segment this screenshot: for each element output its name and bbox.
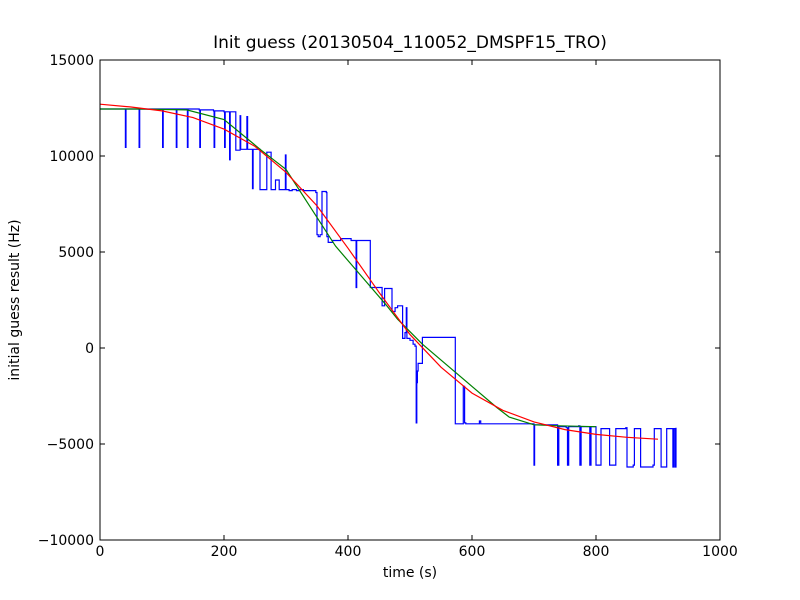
x-tick-label: 200 (211, 544, 238, 560)
y-tick-label: −5000 (47, 437, 94, 453)
x-axis-label: time (s) (383, 565, 437, 581)
y-tick-label: −10000 (38, 533, 94, 549)
y-tick-label: 10000 (49, 149, 94, 165)
x-tick-label: 1000 (702, 544, 738, 560)
series-line-2 (100, 108, 597, 428)
x-tick-label: 400 (335, 544, 362, 560)
axes-frame (99, 59, 721, 541)
y-axis-label: initial guess result (Hz) (7, 219, 23, 380)
x-tick-label: 0 (96, 544, 105, 560)
x-tick-label: 600 (459, 544, 486, 560)
y-tick-label: 15000 (49, 53, 94, 69)
y-tick-label: 5000 (58, 245, 94, 261)
x-tick-label: 800 (583, 544, 610, 560)
series-line-3 (99, 103, 659, 440)
plot-area (99, 103, 677, 468)
y-tick-label: 0 (85, 341, 94, 357)
series-line-1 (100, 108, 677, 468)
axis-ticks: 0 200 400 600 800 1000 15000 10000 5000 0 −5000 −10… (38, 53, 738, 560)
chart-title: Init guess (20130504_110052_DMSPF15_TRO) (213, 33, 607, 53)
